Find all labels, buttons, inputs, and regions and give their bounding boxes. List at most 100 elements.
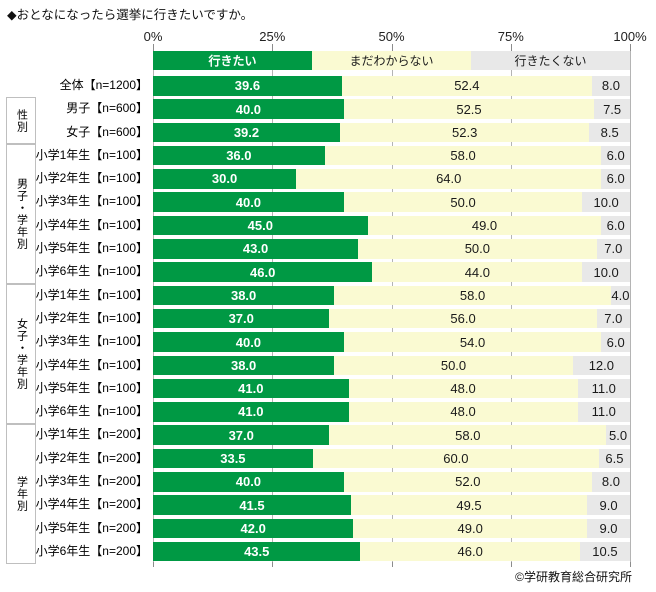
bar-segment: 39.2 [153,122,340,143]
bar-segment: 43.5 [153,541,361,562]
bar-segment: 48.0 [348,378,578,399]
bar-segment: 50.0 [334,355,573,376]
bar-segment: 58.0 [329,425,607,445]
bar-rows: 39.6 52.4 8.0 40.0 52.5 7.5 39.2 52.3 8.5 36.0 58.… [153,76,630,565]
row-label: 小学4年生【n=200】 [35,497,148,512]
bar-segment: 52.0 [343,472,592,492]
bar-segment: 6.5 [598,448,630,469]
bar-segment: 40.0 [153,192,344,212]
bar-segment: 10.5 [579,541,630,562]
row-label: 小学2年生【n=100】 [35,310,148,325]
bar-segment: 6.0 [601,215,630,236]
bar-segment: 44.0 [372,262,583,282]
bar-row: 39.2 52.3 8.5 [153,122,630,143]
bar-segment: 30.0 [153,169,297,189]
plot-area: 行きたい まだわからない 行きたくない 39.6 52.4 8.0 40.0 52.5 7.5… [153,51,631,565]
bar-segment: 43.0 [153,239,359,259]
bar-row: 46.0 44.0 10.0 [153,262,630,282]
bar-segment: 40.0 [153,332,344,352]
bar-segment: 52.5 [343,99,595,119]
bar-segment: 49.0 [367,215,602,236]
bar-row: 40.0 52.5 7.5 [153,99,630,119]
bar-segment: 8.0 [591,76,630,96]
bar-segment: 41.5 [153,495,351,515]
gridline [153,51,154,562]
bar-segment: 54.0 [343,332,602,352]
bar-segment: 64.0 [296,169,602,189]
bar-row: 38.0 58.0 4.0 [153,285,630,306]
axis-tick-mark [153,44,154,51]
row-label: 小学5年生【n=200】 [35,520,148,535]
bar-segment: 56.0 [329,308,597,329]
group-label: 性別 [6,97,36,145]
row-label: 小学6年生【n=100】 [35,404,148,419]
bar-segment: 8.0 [591,472,630,492]
axis-tick-label: 0% [143,29,163,44]
row-label: 小学2年生【n=200】 [35,450,148,465]
bar-segment: 52.3 [339,122,590,143]
row-label: 女子【n=600】 [66,124,148,139]
legend-item: まだわからない [311,51,471,70]
group-label-text: 男子・学年別 [15,177,28,250]
bar-row: 41.0 48.0 11.0 [153,378,630,399]
row-label: 小学3年生【n=100】 [35,334,148,349]
bar-segment: 8.5 [589,122,630,143]
bar-row: 36.0 58.0 6.0 [153,145,630,166]
bar-segment: 10.0 [582,192,630,212]
group-label: 女子・学年別 [6,283,36,424]
bar-segment: 50.0 [358,239,597,259]
group-label: 男子・学年別 [6,143,36,284]
row-label: 小学4年生【n=100】 [35,357,148,372]
bar-row: 39.6 52.4 8.0 [153,76,630,96]
bar-row: 33.5 60.0 6.5 [153,448,630,469]
row-labels: 全体【n=1200】 男子【n=600】 女子【n=600】 小学1年生【n=100】… [0,76,148,565]
axis-tick-mark [510,44,512,51]
bar-segment: 5.0 [606,425,630,445]
bar-segment: 48.0 [348,402,578,422]
axis-tick-mark [630,562,631,567]
group-label-text: 学年別 [15,475,28,512]
bar-segment: 7.0 [596,308,630,329]
row-label: 小学1年生【n=100】 [35,147,148,162]
axis-tick-label: 100% [613,29,647,44]
gridline [391,51,393,562]
bar-row: 37.0 56.0 7.0 [153,308,630,329]
bar-segment: 38.0 [153,285,335,306]
bar-segment: 46.0 [153,262,373,282]
row-label: 小学4年生【n=100】 [35,217,148,232]
bar-segment: 6.0 [601,332,630,352]
group-label-text: 女子・学年別 [15,317,28,390]
bar-row: 43.0 50.0 7.0 [153,239,630,259]
bar-segment: 46.0 [360,541,580,562]
bar-row: 38.0 50.0 12.0 [153,355,630,376]
axis-tick-mark [630,44,631,51]
row-label: 小学1年生【n=100】 [35,287,148,302]
row-label: 小学5年生【n=100】 [35,241,148,256]
axis-tick-mark [391,562,393,567]
bar-segment: 36.0 [153,145,325,166]
bar-segment: 11.0 [577,378,630,399]
legend-item: 行きたくない [470,51,630,70]
row-label: 男子【n=600】 [66,101,148,116]
row-label: 小学2年生【n=100】 [35,171,148,186]
bar-segment: 37.0 [153,308,330,329]
bar-segment: 12.0 [572,355,630,376]
bar-segment: 58.0 [324,145,602,166]
bar-segment: 7.5 [594,99,630,119]
bar-segment: 37.0 [153,425,330,445]
chart-title: ◆おとなになったら選挙に行きたいですか。 [7,8,254,22]
bar-segment: 45.0 [153,215,368,236]
bar-segment: 7.0 [596,239,630,259]
bar-segment: 42.0 [153,518,354,539]
bar-segment: 4.0 [610,285,630,306]
gridline [630,51,631,562]
bar-segment: 52.4 [341,76,592,96]
legend-item: 行きたい [153,51,312,70]
bar-segment: 49.0 [353,518,588,539]
bar-segment: 6.0 [601,169,630,189]
copyright: ©学研教育総合研究所 [515,570,632,584]
row-label: 小学3年生【n=100】 [35,194,148,209]
bar-row: 42.0 49.0 9.0 [153,518,630,539]
bar-segment: 39.6 [153,76,342,96]
bar-segment: 50.0 [343,192,583,212]
